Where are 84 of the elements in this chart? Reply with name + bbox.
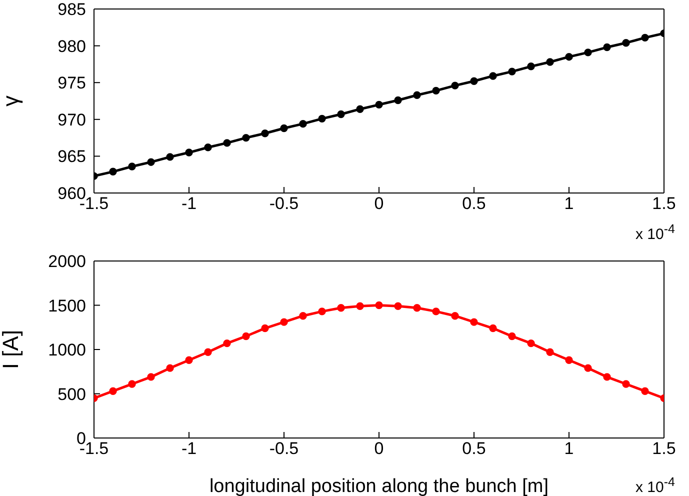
point (261, 324, 269, 332)
point (204, 348, 212, 356)
point (147, 373, 155, 381)
point (280, 124, 288, 132)
point (356, 302, 364, 310)
point (223, 339, 231, 348)
point (280, 318, 288, 326)
x-tick-label: 0 (374, 194, 384, 214)
point (641, 387, 649, 395)
y-tick-label: 975 (58, 74, 86, 93)
y-tick-label: 970 (58, 110, 86, 130)
point (603, 373, 611, 381)
point (394, 96, 402, 104)
x-tick-label: -0.5 (269, 439, 299, 458)
y-axis-title: I [A] (0, 330, 23, 370)
point (413, 91, 421, 99)
point (641, 34, 649, 42)
point (432, 86, 440, 95)
x-tick-label: 1.5 (652, 439, 676, 458)
point (584, 364, 592, 372)
y-tick-label: 965 (58, 147, 86, 166)
x-tick-label: 1.5 (652, 194, 676, 214)
point (527, 62, 535, 70)
point (565, 52, 573, 61)
y-tick-label: 500 (58, 384, 86, 404)
point (527, 339, 535, 348)
point (470, 318, 478, 326)
point (508, 332, 516, 340)
point (584, 48, 592, 56)
point (413, 304, 421, 312)
y-axis-title: γ (0, 96, 23, 106)
x-tick-label: 1 (564, 439, 574, 458)
point (603, 43, 611, 52)
point (128, 162, 136, 170)
point (261, 130, 269, 138)
point (318, 114, 326, 123)
point (242, 332, 250, 340)
point (318, 308, 326, 316)
text: x 10$^{-4}$ (636, 222, 675, 243)
point (223, 139, 231, 147)
text: x 10$^{-4}$ (636, 475, 675, 496)
x-tick-label: -1 (181, 439, 197, 458)
point (470, 77, 478, 85)
x-tick-label: 1 (564, 194, 574, 214)
y-tick-label: 985 (58, 0, 86, 20)
x-axis-title: longitudinal position along the bunch [m] (209, 476, 549, 496)
point (546, 58, 554, 66)
x-tick-label: 0.5 (462, 194, 486, 214)
point (565, 356, 573, 364)
point (299, 312, 307, 320)
point (489, 72, 497, 80)
point (508, 68, 516, 76)
point (375, 301, 383, 310)
point (147, 158, 155, 166)
point (299, 120, 307, 128)
point (337, 110, 345, 118)
point (204, 144, 212, 152)
y-tick-label: 980 (58, 36, 86, 56)
point (128, 380, 136, 388)
point (166, 153, 174, 161)
y-tick-label: 1000 (48, 340, 86, 360)
point (622, 380, 630, 388)
point (109, 168, 117, 176)
point (451, 312, 459, 320)
point (622, 39, 630, 47)
y-tick-label: 1500 (48, 296, 86, 316)
point (242, 134, 250, 142)
point (185, 148, 193, 156)
x-tick-label: 0.5 (462, 439, 486, 458)
point (109, 387, 117, 395)
point (185, 356, 193, 364)
point (432, 308, 440, 316)
point (451, 82, 459, 90)
point (546, 348, 554, 356)
point (394, 302, 402, 310)
point (166, 364, 174, 372)
point (337, 304, 345, 312)
x-tick-label: 0 (374, 439, 384, 458)
point (356, 105, 364, 113)
point (489, 324, 497, 332)
x-tick-label: -0.5 (269, 194, 299, 214)
y-tick-label: 2000 (48, 252, 86, 272)
point (375, 100, 383, 109)
x-tick-label: -1 (181, 194, 197, 214)
